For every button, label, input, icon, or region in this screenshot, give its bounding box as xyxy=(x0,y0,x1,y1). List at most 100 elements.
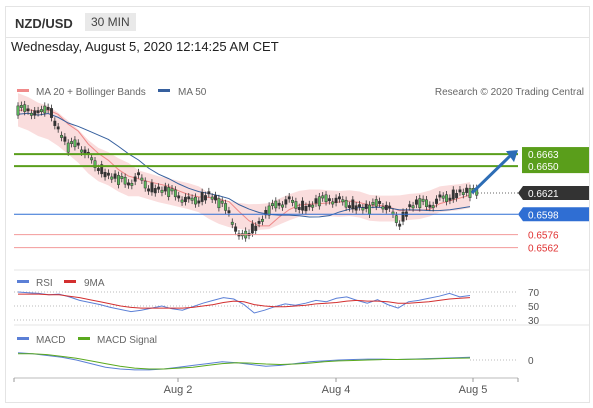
candle-body xyxy=(26,108,30,112)
candle-body xyxy=(73,139,77,148)
candle-body xyxy=(96,168,100,171)
candle-body xyxy=(116,175,120,185)
candle-body xyxy=(435,198,438,204)
macd-legend-label: MACD xyxy=(36,335,65,346)
candle-body xyxy=(110,176,114,180)
candle-body xyxy=(297,207,301,210)
level-label-0.6576: 0.6576 xyxy=(528,231,559,242)
rsi-series-9ma xyxy=(18,293,471,309)
level-tag-0.6650 xyxy=(522,159,589,174)
candle-body xyxy=(337,196,341,200)
candle-body xyxy=(411,205,415,209)
symbol-title: NZD/USD xyxy=(15,16,73,31)
candle-body xyxy=(274,200,278,209)
candle-body xyxy=(39,109,43,113)
candle-body xyxy=(414,199,418,205)
chart-frame: NZD/USD 30 MIN xyxy=(5,6,590,403)
candle-body xyxy=(371,201,375,205)
candle-body xyxy=(260,218,264,222)
candle-body xyxy=(63,136,67,142)
candle-body xyxy=(425,199,428,207)
macd-zero-label: 0 xyxy=(528,356,534,367)
projection-arrow xyxy=(470,152,514,195)
datetime-label: Wednesday, August 5, 2020 12:14:25 AM CE… xyxy=(11,39,279,54)
candle-body xyxy=(301,200,305,211)
candle-body xyxy=(324,194,328,203)
level-tag-0.6663 xyxy=(522,147,589,162)
candle-body xyxy=(170,188,174,192)
candle-body xyxy=(401,211,405,222)
candle-body xyxy=(334,197,338,203)
candle-body xyxy=(33,110,37,116)
candle-body xyxy=(150,182,154,193)
candle-body xyxy=(187,196,191,200)
candle-body xyxy=(327,198,331,202)
level-label-0.6621: 0.6621 xyxy=(528,189,559,200)
candle-body xyxy=(80,149,84,153)
rsi-9ma-legend-label: 9MA xyxy=(84,278,105,289)
rsi-legend-label: RSI xyxy=(36,278,53,289)
rsi-legend-swatch xyxy=(17,280,29,283)
candle-body xyxy=(147,188,151,192)
candle-body xyxy=(441,195,445,199)
candle-body xyxy=(284,199,288,205)
candle-body xyxy=(271,203,274,207)
candle-body xyxy=(137,172,140,176)
candle-body xyxy=(304,205,308,212)
candle-body xyxy=(408,204,412,208)
candle-body xyxy=(291,199,294,203)
candle-body xyxy=(277,202,281,206)
candle-body xyxy=(455,193,459,199)
candle-body xyxy=(56,126,60,130)
candle-body xyxy=(438,194,442,198)
candle-body xyxy=(307,204,311,208)
candle-body xyxy=(173,189,177,198)
candle-body xyxy=(341,199,345,203)
candle-body xyxy=(368,204,372,215)
macd-series-signal xyxy=(18,353,471,370)
candle-body xyxy=(317,196,321,207)
candle-body xyxy=(130,182,134,186)
candle-body xyxy=(451,189,455,200)
rsi-9ma-legend-swatch xyxy=(64,280,76,283)
candle-body xyxy=(194,196,197,205)
candle-body xyxy=(321,195,325,199)
ma50-line xyxy=(17,112,471,218)
candle-body xyxy=(204,195,207,201)
candle-body xyxy=(207,191,211,195)
candle-body xyxy=(461,192,465,195)
x-tick-label: Aug 4 xyxy=(322,384,351,396)
candle-body xyxy=(348,205,351,209)
candle-body xyxy=(167,187,171,197)
candle-body xyxy=(394,215,398,223)
candle-body xyxy=(250,223,254,234)
level-label-0.6650: 0.6650 xyxy=(528,162,559,173)
candle-body xyxy=(358,204,361,208)
projection-arrow-head xyxy=(506,150,518,163)
candle-body xyxy=(287,196,291,200)
timeframe-badge[interactable]: 30 MIN xyxy=(85,13,136,31)
candle-body xyxy=(445,194,449,202)
candle-body xyxy=(16,105,20,116)
candle-body xyxy=(264,210,268,216)
candle-body xyxy=(123,176,127,185)
candle-body xyxy=(60,134,63,138)
candle-body xyxy=(50,108,53,118)
candle-body xyxy=(19,105,23,108)
candle-body xyxy=(458,189,462,193)
level-tag-0.6598 xyxy=(518,207,589,222)
candle-body xyxy=(200,192,204,202)
candle-body xyxy=(29,112,33,116)
candle-body xyxy=(384,204,388,211)
chart-header: NZD/USD 30 MIN xyxy=(6,7,589,38)
candle-body xyxy=(217,198,221,209)
macd-series-macd xyxy=(17,352,471,371)
rsi-level-label: 50 xyxy=(528,302,540,313)
candle-body xyxy=(220,200,224,204)
candle-body xyxy=(106,172,110,176)
candle-body xyxy=(257,220,261,224)
candle-body xyxy=(374,199,378,207)
candle-body xyxy=(113,173,117,179)
candle-body xyxy=(354,205,358,211)
